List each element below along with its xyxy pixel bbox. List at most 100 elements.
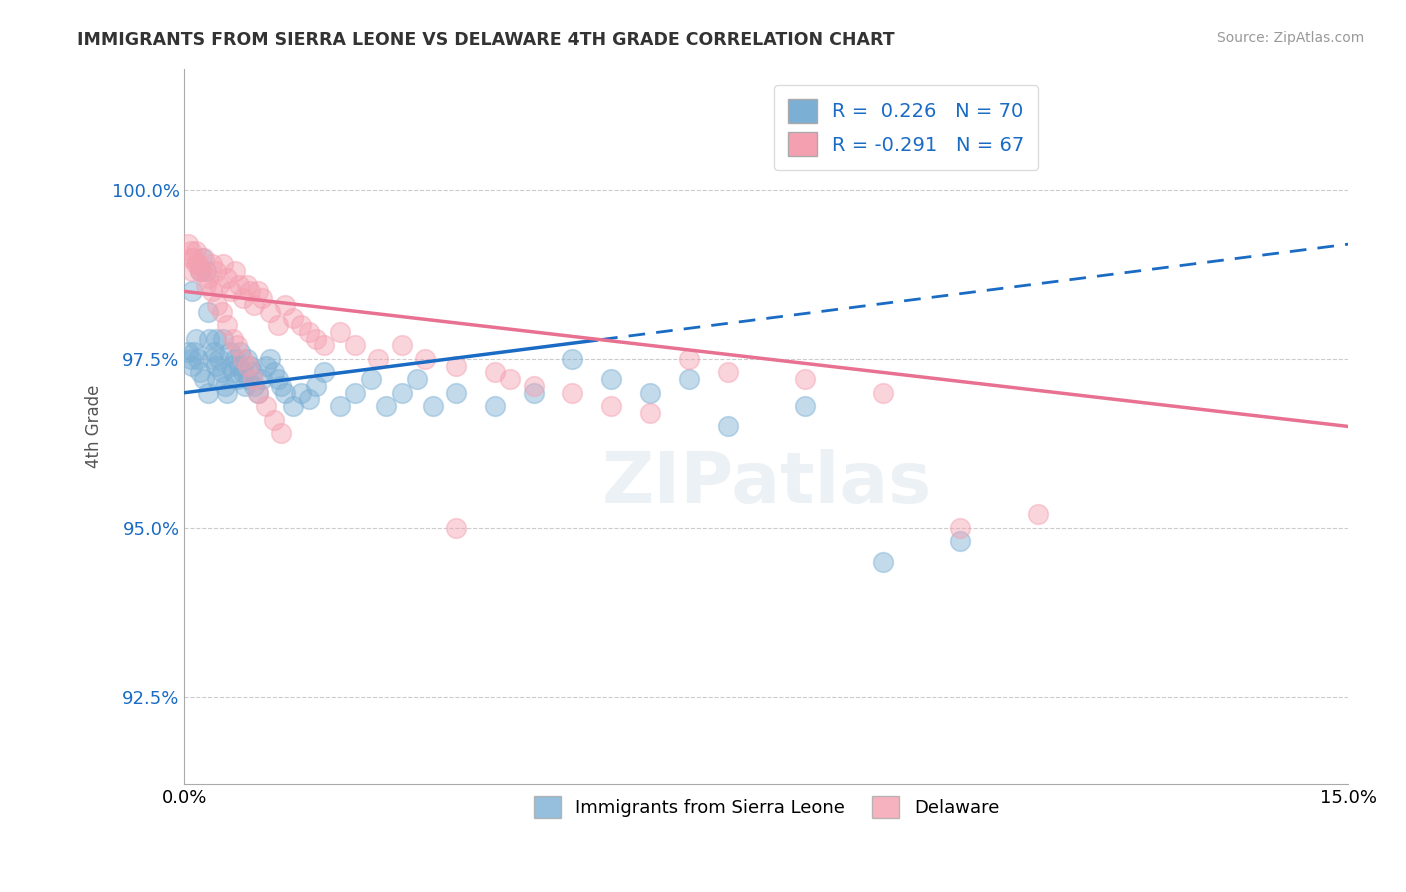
Legend: Immigrants from Sierra Leone, Delaware: Immigrants from Sierra Leone, Delaware <box>527 789 1007 825</box>
Point <box>201 351 224 366</box>
Point <box>263 366 285 380</box>
Point <box>243 379 266 393</box>
Point <box>270 379 292 393</box>
Point <box>208 277 231 292</box>
Point <box>211 304 233 318</box>
Point <box>250 372 273 386</box>
Point <box>224 351 246 366</box>
Point <box>242 366 264 380</box>
Point <box>226 338 249 352</box>
Point <box>600 399 623 413</box>
Point <box>305 332 328 346</box>
Point <box>247 385 270 400</box>
Point <box>221 366 243 380</box>
Point <box>232 366 254 380</box>
Point <box>212 257 235 271</box>
Point <box>180 351 202 366</box>
Point <box>197 271 219 285</box>
Point <box>329 325 352 339</box>
Point <box>281 311 304 326</box>
Point <box>236 359 259 373</box>
Point <box>561 351 583 366</box>
Point <box>422 399 444 413</box>
Point <box>375 399 398 413</box>
Point <box>235 351 257 366</box>
Point <box>201 257 224 271</box>
Point <box>195 264 218 278</box>
Point <box>195 277 218 292</box>
Point <box>183 251 205 265</box>
Point <box>204 332 226 346</box>
Text: ZIPatlas: ZIPatlas <box>602 450 932 518</box>
Point <box>212 332 235 346</box>
Point <box>232 291 254 305</box>
Point <box>211 366 233 380</box>
Point <box>188 264 211 278</box>
Point <box>444 359 467 373</box>
Point <box>314 338 336 352</box>
Point <box>600 372 623 386</box>
Point <box>638 406 661 420</box>
Point <box>228 359 250 373</box>
Text: IMMIGRANTS FROM SIERRA LEONE VS DELAWARE 4TH GRADE CORRELATION CHART: IMMIGRANTS FROM SIERRA LEONE VS DELAWARE… <box>77 31 896 49</box>
Point <box>523 379 546 393</box>
Point <box>561 385 583 400</box>
Point <box>204 359 226 373</box>
Point <box>305 379 328 393</box>
Point <box>259 351 281 366</box>
Point <box>254 399 277 413</box>
Point <box>281 399 304 413</box>
Point <box>236 372 259 386</box>
Point <box>226 372 249 386</box>
Point <box>638 385 661 400</box>
Point <box>329 399 352 413</box>
Point <box>250 291 273 305</box>
Point <box>484 366 506 380</box>
Point <box>217 385 239 400</box>
Point <box>523 385 546 400</box>
Point <box>243 298 266 312</box>
Point <box>247 285 270 299</box>
Point <box>190 264 212 278</box>
Point <box>235 277 257 292</box>
Y-axis label: 4th Grade: 4th Grade <box>86 384 103 468</box>
Point <box>794 372 817 386</box>
Point <box>266 372 288 386</box>
Point <box>193 251 215 265</box>
Point <box>204 264 226 278</box>
Point <box>221 332 243 346</box>
Point <box>180 244 202 258</box>
Point <box>499 372 522 386</box>
Point <box>208 351 231 366</box>
Point <box>678 351 700 366</box>
Point <box>228 277 250 292</box>
Point <box>391 385 413 400</box>
Point <box>224 264 246 278</box>
Point <box>239 359 262 373</box>
Point <box>181 264 204 278</box>
Point <box>678 372 700 386</box>
Point <box>219 285 242 299</box>
Point <box>205 298 228 312</box>
Point <box>259 304 281 318</box>
Point <box>872 385 894 400</box>
Point <box>444 385 467 400</box>
Point <box>949 521 972 535</box>
Point <box>197 385 219 400</box>
Point <box>233 379 256 393</box>
Point <box>187 257 209 271</box>
Text: Source: ZipAtlas.com: Source: ZipAtlas.com <box>1216 31 1364 45</box>
Point <box>217 271 239 285</box>
Point <box>205 372 228 386</box>
Point <box>188 366 211 380</box>
Point <box>184 244 207 258</box>
Point <box>184 332 207 346</box>
Point <box>266 318 288 333</box>
Point <box>290 385 312 400</box>
Point <box>367 351 389 366</box>
Point <box>484 399 506 413</box>
Point <box>183 345 205 359</box>
Point <box>290 318 312 333</box>
Point <box>181 359 204 373</box>
Point <box>391 338 413 352</box>
